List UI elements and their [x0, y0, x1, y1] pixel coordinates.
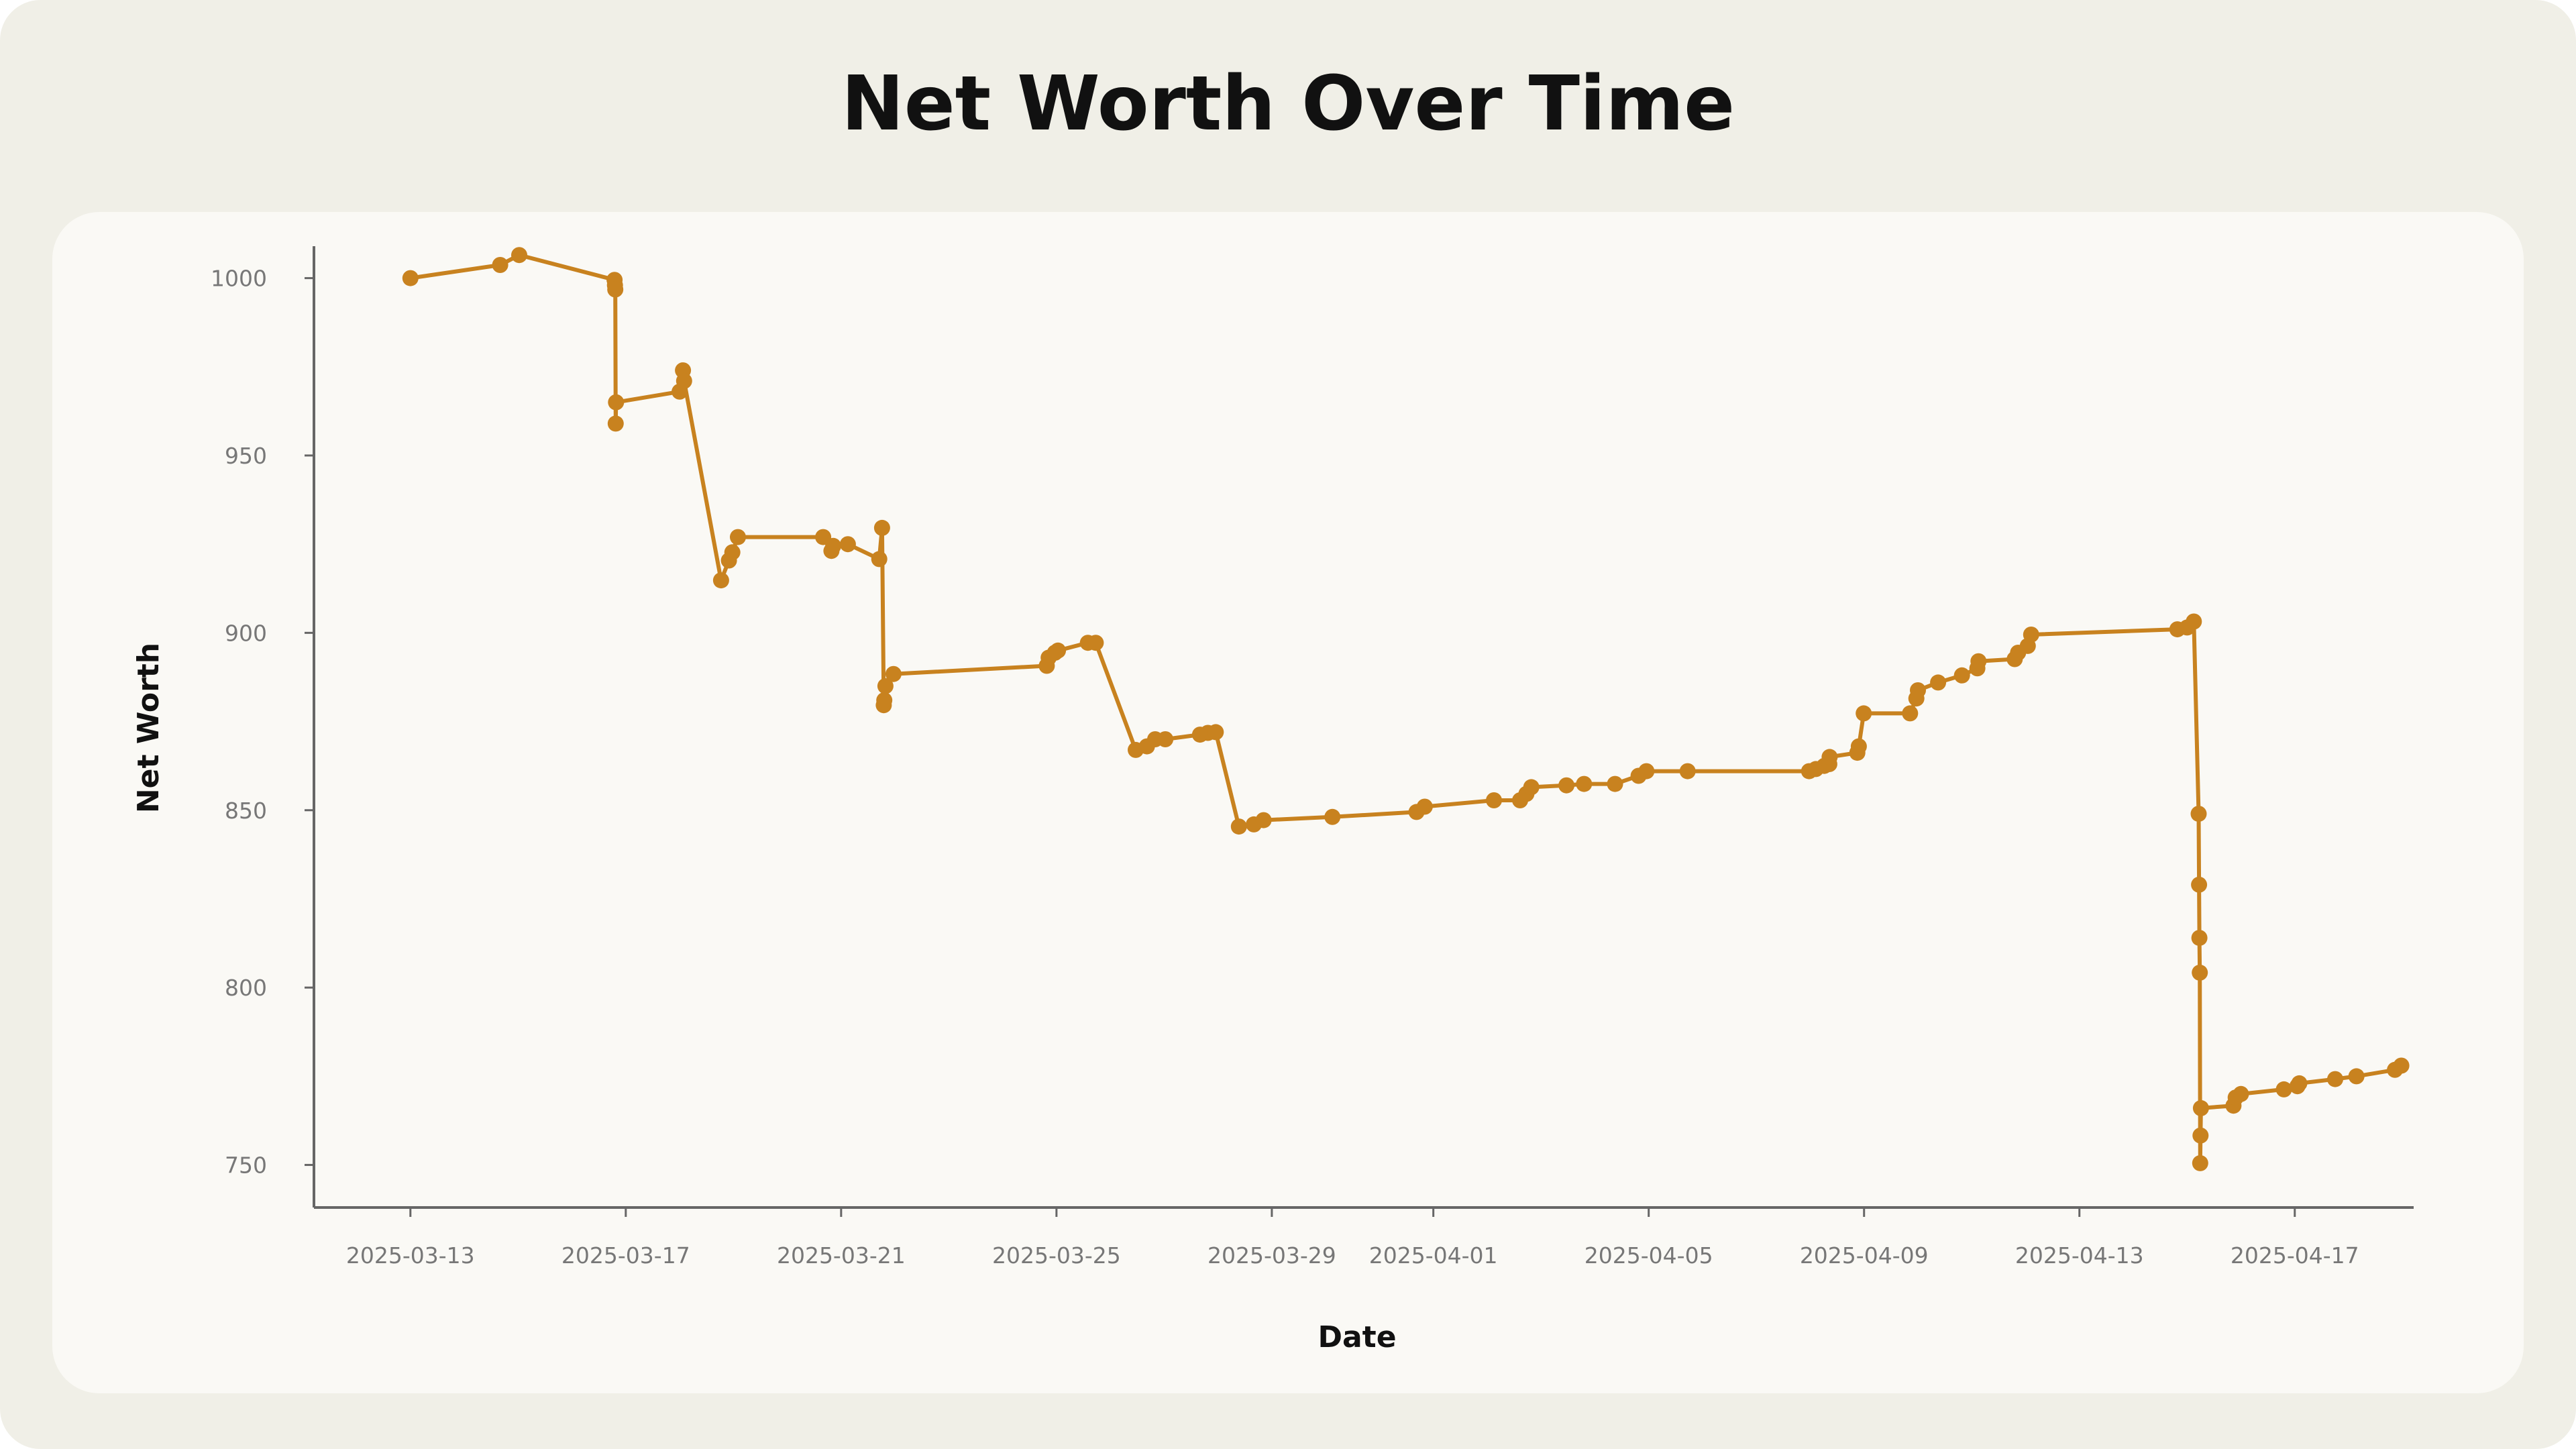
x-tick-label: 2025-04-05 [1585, 1242, 1713, 1269]
data-point [1850, 738, 1867, 755]
x-tick-label: 2025-03-29 [1208, 1242, 1336, 1269]
data-point [2291, 1075, 2308, 1091]
data-point [876, 692, 893, 708]
data-point [1523, 779, 1540, 796]
data-point [2190, 806, 2207, 822]
data-point [873, 519, 890, 536]
data-point [839, 536, 856, 553]
data-point [1208, 724, 1224, 741]
data-point [511, 247, 527, 264]
y-tick-label: 750 [225, 1152, 267, 1179]
chart-title: Net Worth Over Time [841, 60, 1735, 148]
data-point [1324, 808, 1341, 825]
y-tick-label: 1000 [211, 266, 267, 292]
x-tick-label: 2025-03-25 [992, 1242, 1121, 1269]
y-axis-label: Net Worth [131, 643, 166, 813]
x-tick-label: 2025-04-17 [2231, 1242, 2359, 1269]
data-point [1910, 682, 1926, 698]
data-point [1576, 775, 1593, 792]
data-point [2192, 1155, 2208, 1171]
data-point [2186, 613, 2202, 630]
plot-card [52, 212, 2524, 1393]
data-point [1821, 749, 1838, 765]
series-line [410, 253, 2403, 1165]
data-point [1230, 818, 1247, 835]
data-point [724, 544, 741, 561]
data-point [2275, 1081, 2292, 1097]
data-point [1050, 642, 1067, 659]
axes [313, 246, 2414, 1209]
x-tick-label: 2025-04-09 [1800, 1242, 1929, 1269]
x-axis-label: Date [1318, 1320, 1396, 1354]
data-point [2191, 930, 2208, 947]
data-point [676, 372, 692, 389]
data-point [2348, 1068, 2365, 1085]
data-point [1607, 775, 1623, 792]
data-point [825, 537, 842, 554]
data-point [877, 678, 894, 694]
data-point [2327, 1071, 2343, 1087]
y-tick-label: 950 [225, 443, 267, 469]
data-point [1558, 777, 1575, 794]
data-point [1902, 705, 1919, 722]
data-point [2192, 1099, 2209, 1116]
data-point [1486, 792, 1502, 808]
data-point [1638, 763, 1655, 780]
data-point [1970, 653, 1987, 669]
y-tick-label: 850 [225, 798, 267, 824]
y-tick-label: 900 [225, 620, 267, 646]
x-tick-label: 2025-03-21 [777, 1242, 906, 1269]
data-point [492, 257, 508, 273]
data-point [607, 281, 624, 298]
data-point [1856, 705, 1872, 722]
x-tick-label: 2025-04-01 [1369, 1242, 1498, 1269]
data-point [1087, 635, 1104, 651]
data-point [1157, 731, 1174, 747]
data-point [1953, 667, 1970, 684]
data-point [1930, 674, 1947, 691]
data-point [2192, 1127, 2209, 1144]
data-point [730, 529, 746, 545]
x-tick-label: 2025-04-13 [2015, 1242, 2144, 1269]
data-point [608, 394, 625, 411]
data-point [2191, 876, 2208, 893]
data-point [2192, 964, 2208, 981]
data-point [1416, 798, 1433, 815]
data-point [2023, 627, 2039, 643]
data-point [2233, 1085, 2249, 1102]
data-point [1255, 812, 1272, 828]
data-point [607, 415, 624, 432]
data-point [1679, 763, 1696, 780]
y-tick-label: 800 [225, 975, 267, 1001]
x-tick-label: 2025-03-17 [561, 1242, 690, 1269]
data-point [2393, 1057, 2410, 1074]
x-tick-label: 2025-03-13 [346, 1242, 475, 1269]
data-point [712, 572, 729, 589]
data-point [402, 270, 419, 286]
data-point [871, 551, 888, 568]
data-point [885, 665, 902, 682]
